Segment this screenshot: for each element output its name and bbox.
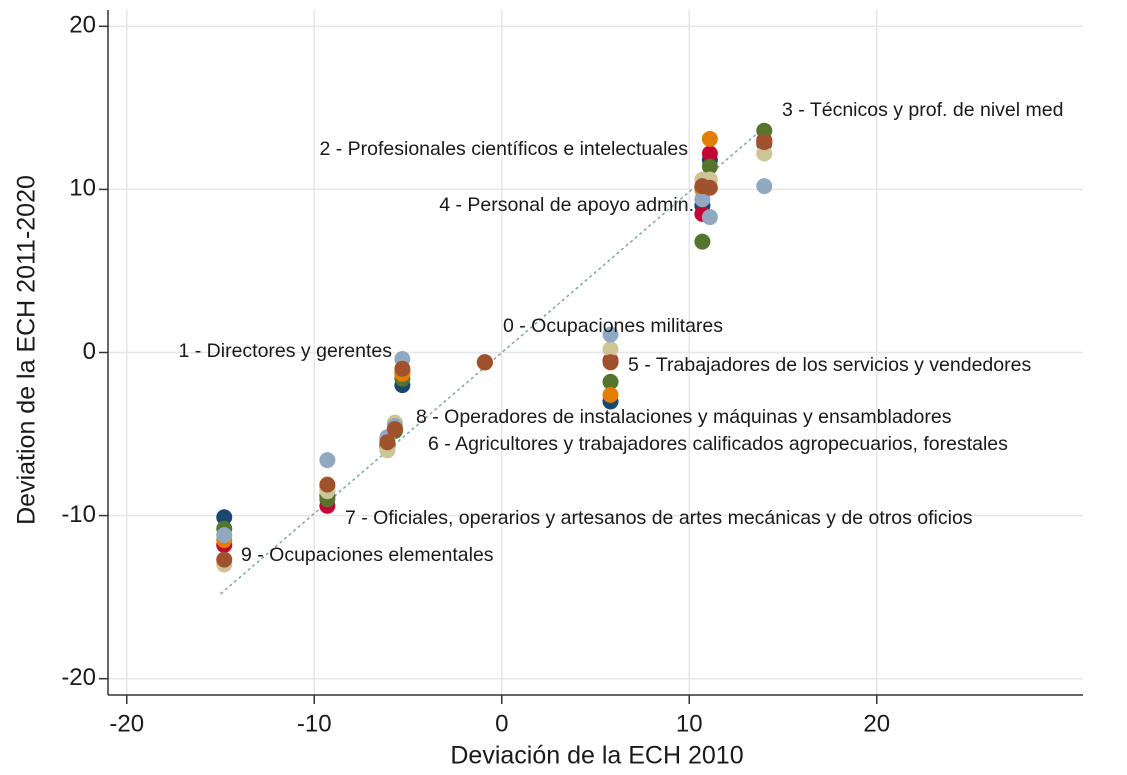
point	[216, 527, 233, 544]
point	[701, 130, 718, 147]
point	[701, 179, 718, 196]
annotation: 9 - Ocupaciones elementales	[241, 544, 494, 566]
x-tick-label: -20	[109, 710, 144, 737]
x-tick-label: -10	[297, 710, 332, 737]
y-tick-label: -20	[61, 664, 96, 691]
annotation: 4 - Personal de apoyo admin.	[439, 194, 694, 216]
x-tick-label: 10	[676, 710, 703, 737]
y-axis-title: Deviation de la ECH 2011-2020	[13, 175, 41, 525]
point	[386, 421, 403, 438]
point	[756, 145, 773, 162]
annotation: 5 - Trabajadores de los servicios y vend…	[628, 354, 1031, 376]
annotation: 0 - Ocupaciones militares	[503, 315, 723, 337]
point	[701, 145, 718, 162]
x-tick-label: 0	[495, 710, 508, 737]
point	[216, 551, 233, 568]
point	[701, 209, 718, 226]
point	[602, 341, 619, 358]
annotation: 6 - Agricultores y trabajadores califica…	[428, 433, 1008, 455]
point	[694, 233, 711, 250]
point	[756, 178, 773, 195]
annotation: 8 - Operadores de instalaciones y máquin…	[416, 406, 952, 428]
point	[319, 476, 336, 493]
annotation: 1 - Directores y gerentes	[178, 340, 392, 362]
point	[602, 373, 619, 390]
annotation: 3 - Técnicos y prof. de nivel med	[782, 99, 1063, 121]
point	[701, 158, 718, 175]
point	[476, 354, 493, 371]
x-tick-label: 20	[863, 710, 890, 737]
annotation: 7 - Oficiales, operarios y artesanos de …	[345, 507, 973, 529]
point	[756, 122, 773, 139]
y-tick-label: 20	[69, 12, 96, 39]
point	[319, 452, 336, 469]
point	[756, 134, 773, 151]
point	[602, 326, 619, 343]
point	[602, 354, 619, 371]
point	[216, 509, 233, 526]
point	[602, 386, 619, 403]
annotation: 2 - Profesionales científicos e intelect…	[319, 138, 688, 160]
point	[394, 360, 411, 377]
y-tick-label: 0	[83, 338, 96, 365]
point	[379, 434, 396, 451]
y-tick-label: -10	[61, 501, 96, 528]
y-tick-label: 10	[69, 175, 96, 202]
point	[694, 191, 711, 208]
x-axis-title: Deviación de la ECH 2010	[450, 742, 743, 770]
